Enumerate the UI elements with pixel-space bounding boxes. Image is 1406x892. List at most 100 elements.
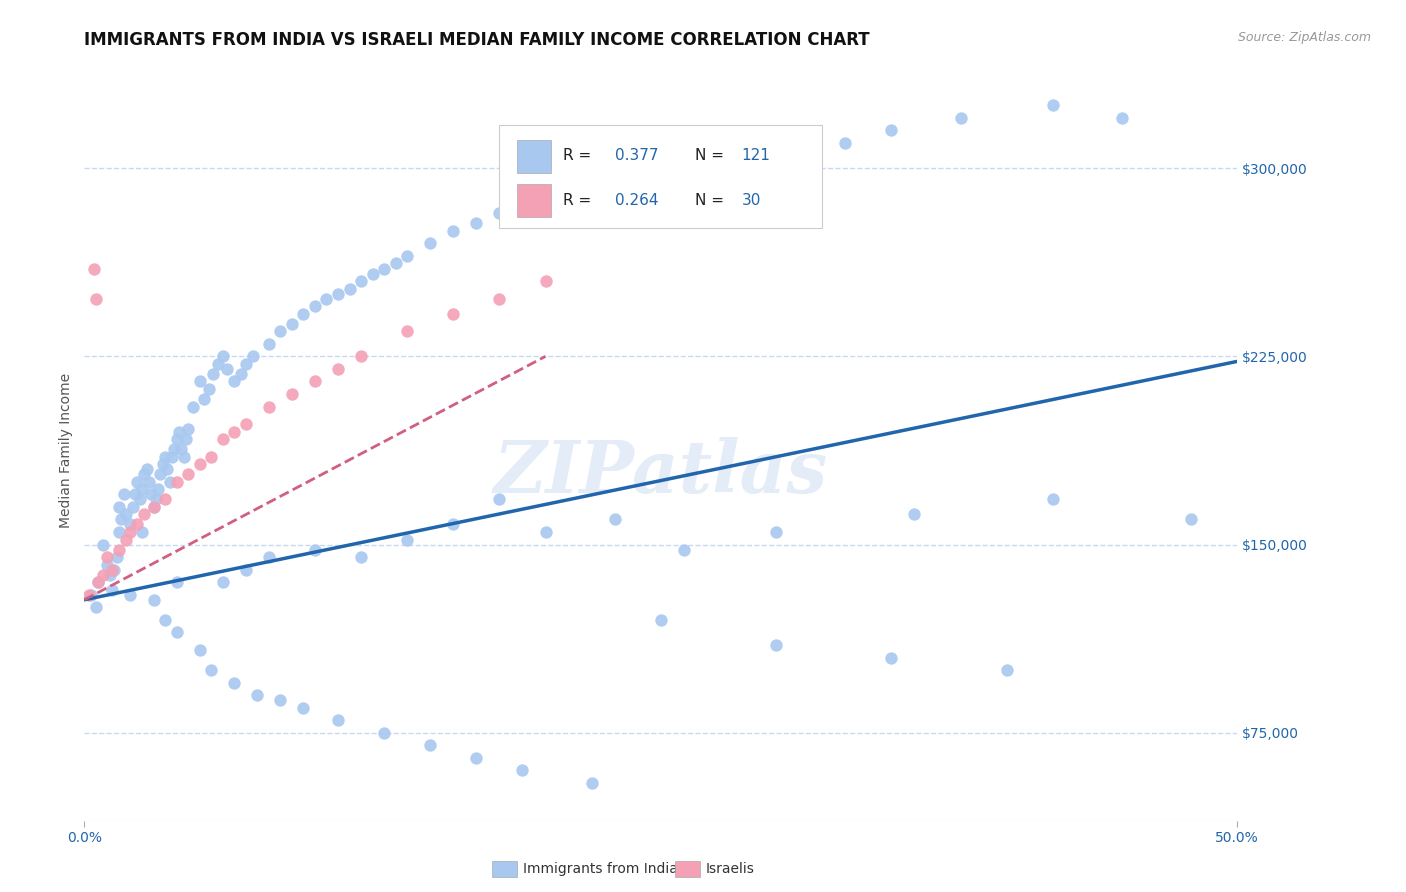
Point: [339, 282, 361, 296]
Point: [1042, 492, 1064, 507]
Point: [304, 542, 326, 557]
Point: [91, 538, 114, 552]
Point: [488, 206, 510, 220]
Point: [1180, 512, 1202, 526]
Point: [166, 432, 188, 446]
Text: Source: ZipAtlas.com: Source: ZipAtlas.com: [1237, 31, 1371, 45]
Point: [672, 542, 695, 557]
Point: [650, 613, 672, 627]
Text: Immigrants from India: Immigrants from India: [523, 862, 678, 876]
Point: [231, 367, 253, 381]
Point: [350, 274, 373, 288]
Point: [142, 592, 165, 607]
Point: [880, 650, 903, 665]
Point: [350, 349, 373, 363]
Point: [465, 216, 488, 230]
Point: [153, 492, 176, 507]
Point: [396, 533, 419, 547]
Point: [128, 492, 150, 507]
Point: [120, 588, 142, 602]
Point: [281, 387, 304, 401]
Point: [96, 558, 118, 572]
Point: [173, 450, 195, 464]
Point: [765, 524, 787, 539]
Point: [149, 467, 172, 482]
Point: [177, 467, 200, 482]
Point: [138, 475, 160, 489]
Point: [77, 588, 100, 602]
Point: [170, 442, 193, 457]
Text: N =: N =: [696, 193, 730, 208]
Point: [166, 625, 188, 640]
Point: [242, 349, 264, 363]
Point: [1042, 98, 1064, 112]
Point: [224, 675, 246, 690]
Point: [246, 688, 269, 702]
Point: [142, 500, 165, 514]
Text: ZIPatlas: ZIPatlas: [494, 437, 828, 508]
Point: [134, 508, 156, 522]
Point: [326, 286, 349, 301]
Bar: [517, 139, 551, 173]
Point: [281, 317, 304, 331]
Point: [101, 582, 124, 597]
Point: [177, 422, 200, 436]
Point: [292, 307, 315, 321]
Point: [949, 111, 972, 125]
Point: [441, 224, 464, 238]
Point: [512, 199, 534, 213]
Point: [211, 575, 233, 590]
Point: [257, 336, 280, 351]
Point: [373, 726, 395, 740]
Point: [880, 123, 903, 137]
Point: [108, 542, 131, 557]
Point: [127, 517, 149, 532]
Point: [211, 432, 233, 446]
Point: [84, 292, 107, 306]
Point: [581, 776, 603, 790]
Point: [207, 357, 229, 371]
Point: [103, 563, 125, 577]
Y-axis label: Median Family Income: Median Family Income: [59, 373, 73, 528]
Point: [200, 450, 222, 464]
Point: [257, 550, 280, 565]
Point: [304, 299, 326, 313]
Point: [153, 450, 176, 464]
Point: [350, 550, 373, 565]
Text: N =: N =: [696, 148, 730, 163]
Point: [396, 324, 419, 338]
Point: [488, 292, 510, 306]
Text: 0.264: 0.264: [614, 193, 658, 208]
Point: [211, 349, 233, 363]
Point: [131, 483, 153, 497]
Point: [441, 517, 464, 532]
Point: [134, 467, 156, 482]
Point: [105, 550, 128, 565]
Point: [145, 492, 167, 507]
Point: [127, 475, 149, 489]
Point: [441, 307, 464, 321]
Point: [326, 713, 349, 727]
Point: [787, 141, 810, 155]
Point: [765, 638, 787, 652]
Point: [153, 613, 176, 627]
Point: [167, 425, 190, 439]
Point: [198, 382, 221, 396]
Point: [152, 457, 174, 471]
Point: [384, 256, 406, 270]
Point: [534, 524, 557, 539]
Point: [304, 375, 326, 389]
Point: [110, 512, 132, 526]
Point: [742, 148, 765, 162]
Point: [269, 324, 291, 338]
Point: [141, 487, 163, 501]
Point: [326, 362, 349, 376]
Point: [160, 450, 183, 464]
Point: [235, 417, 257, 431]
Point: [121, 500, 143, 514]
Point: [235, 563, 257, 577]
Point: [361, 267, 384, 281]
Point: [396, 249, 419, 263]
Point: [581, 181, 603, 195]
Point: [108, 524, 131, 539]
